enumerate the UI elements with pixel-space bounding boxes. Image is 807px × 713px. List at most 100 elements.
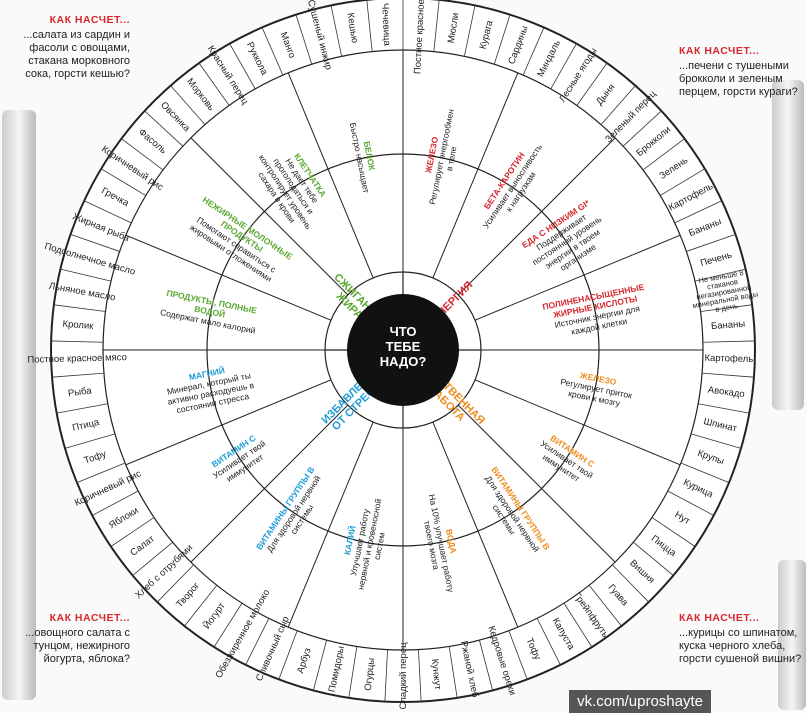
food-label: Кунжут	[429, 658, 443, 691]
nutrient-divider	[432, 421, 519, 628]
food-divider	[60, 268, 112, 282]
nutrient-divider	[125, 379, 332, 466]
food-divider	[312, 640, 327, 691]
nutrient-divider	[457, 137, 616, 296]
corner-text: ...печени с тушеными брокколи и зеленым …	[679, 60, 798, 98]
food-divider	[144, 110, 184, 147]
food-divider	[612, 564, 649, 603]
food-item: Мюсли	[446, 12, 462, 44]
food-item: Рыба	[67, 385, 93, 399]
food-divider	[184, 584, 218, 627]
food-label: Чечевица	[379, 3, 392, 47]
corner-heading: КАК НАСЧЕТ...	[679, 45, 760, 57]
food-label: Авокадо	[707, 385, 745, 401]
food-divider	[686, 233, 736, 252]
nutrient-divider	[432, 72, 519, 279]
food-divider	[92, 490, 139, 516]
nutrient-divider	[287, 421, 374, 628]
food-divider	[642, 138, 685, 171]
food-item: Сладкий перец	[398, 642, 409, 710]
food-label: Огурцы	[363, 657, 377, 691]
food-divider	[493, 14, 511, 65]
food-divider	[550, 43, 577, 90]
center-question: ТЕБЕ	[386, 339, 421, 354]
food-divider	[600, 85, 636, 125]
food-divider	[700, 304, 753, 312]
food-divider	[245, 618, 270, 666]
food-label: Кешью	[345, 12, 361, 44]
food-divider	[53, 304, 106, 312]
food-divider	[330, 5, 343, 57]
nutrient-divider	[190, 137, 349, 296]
food-label: Бананы	[711, 319, 746, 333]
food-divider	[694, 268, 746, 282]
food-divider	[198, 62, 230, 106]
corner-note-top-left: КАК НАСЧЕТ... ...салата из сардин и фасо…	[0, 14, 130, 81]
food-divider	[690, 433, 742, 449]
food-item: Постное красное мясо	[27, 352, 127, 366]
food-label: Мюсли	[446, 12, 462, 44]
food-divider	[633, 541, 674, 576]
food-divider	[70, 233, 120, 252]
center-circle	[347, 294, 459, 406]
nutrient-divider	[457, 404, 616, 563]
corner-text: ...курицы со шпинатом, куска черного хле…	[679, 627, 802, 665]
watermark-link[interactable]: vk.com/uproshayte	[569, 690, 711, 713]
food-divider	[576, 62, 608, 106]
center-question: НАДО?	[380, 354, 427, 369]
corner-note-bottom-left: КАК НАСЧЕТ... ...овощного салата с тунцо…	[0, 612, 130, 666]
fork-left	[2, 110, 36, 700]
nutrient-divider	[125, 234, 332, 321]
food-divider	[588, 584, 622, 627]
food-item: Картофель	[704, 353, 753, 365]
food-label: Картофель	[704, 353, 753, 365]
corner-heading: КАК НАСЧЕТ...	[679, 612, 760, 624]
food-divider	[433, 0, 440, 52]
food-divider	[213, 602, 243, 648]
food-divider	[348, 646, 358, 698]
food-divider	[278, 630, 298, 680]
nutrient-divider	[474, 379, 681, 466]
food-divider	[229, 43, 256, 90]
food-divider	[261, 27, 284, 76]
food-divider	[295, 14, 313, 65]
food-divider	[651, 517, 696, 547]
food-divider	[479, 640, 494, 691]
food-label: Постное красное мясо	[27, 352, 127, 366]
corner-note-top-right: КАК НАСЧЕТ... ...печени с тушеными брокк…	[679, 45, 807, 99]
nutrient-divider	[287, 72, 374, 279]
food-divider	[702, 340, 755, 343]
food-divider	[64, 433, 116, 449]
corner-text: ...овощного салата с тунцом, нежирного й…	[25, 627, 130, 665]
food-label: Сладкий перец	[398, 642, 409, 710]
nutrient-divider	[474, 234, 681, 321]
food-divider	[702, 372, 754, 378]
corner-heading: КАК НАСЧЕТ...	[49, 612, 130, 624]
food-item: Кешью	[345, 12, 361, 44]
food-divider	[366, 0, 373, 52]
nutrient-name: ВОДА	[444, 528, 459, 554]
food-divider	[101, 168, 147, 196]
food-item: Кунжут	[429, 658, 443, 691]
food-item: Бананы	[711, 319, 746, 333]
center-question: ЧТО	[390, 324, 417, 339]
corner-text: ...салата из сардин и фасоли с овощами, …	[23, 29, 130, 80]
food-divider	[674, 200, 722, 224]
food-divider	[622, 110, 662, 147]
food-divider	[51, 340, 104, 343]
corner-heading: КАК НАСЧЕТ...	[49, 14, 130, 26]
food-divider	[56, 403, 108, 414]
food-divider	[384, 649, 388, 702]
food-divider	[508, 630, 528, 680]
spoon-right	[778, 560, 806, 710]
food-divider	[110, 517, 155, 547]
food-divider	[522, 27, 545, 76]
food-divider	[667, 490, 714, 516]
food-divider	[698, 403, 750, 414]
food-divider	[157, 564, 194, 603]
food-item: Кролик	[62, 319, 94, 332]
food-divider	[121, 138, 164, 171]
